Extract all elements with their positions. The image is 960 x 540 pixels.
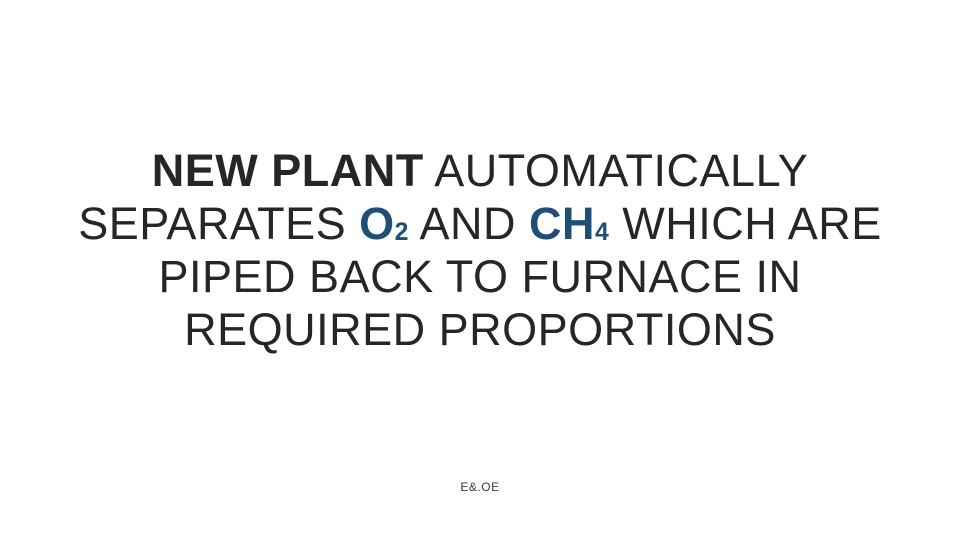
headline: NEW PLANT AUTOMATICALLY SEPARATES O2 AND… xyxy=(50,144,910,356)
headline-ch4-base: CH xyxy=(529,198,595,249)
headline-o2-base: O xyxy=(359,198,395,249)
headline-ch4-sub: 4 xyxy=(595,219,609,246)
headline-o2-sub: 2 xyxy=(395,219,409,246)
headline-seg-required: REQUIRED PROPORTIONS xyxy=(184,304,776,355)
headline-seg-which-are: WHICH ARE xyxy=(609,198,882,249)
footer-text: E&.OE xyxy=(0,480,960,494)
slide: NEW PLANT AUTOMATICALLY SEPARATES O2 AND… xyxy=(0,0,960,540)
headline-ch4: CH4 xyxy=(529,198,609,249)
headline-strong-1: NEW PLANT xyxy=(152,145,424,196)
headline-o2: O2 xyxy=(359,198,409,249)
headline-seg-piped: PIPED BACK TO FURNACE IN xyxy=(159,251,802,302)
headline-seg-separates: SEPARATES xyxy=(78,198,359,249)
headline-seg-and: AND xyxy=(409,198,529,249)
headline-seg-automatically: AUTOMATICALLY xyxy=(424,145,809,196)
